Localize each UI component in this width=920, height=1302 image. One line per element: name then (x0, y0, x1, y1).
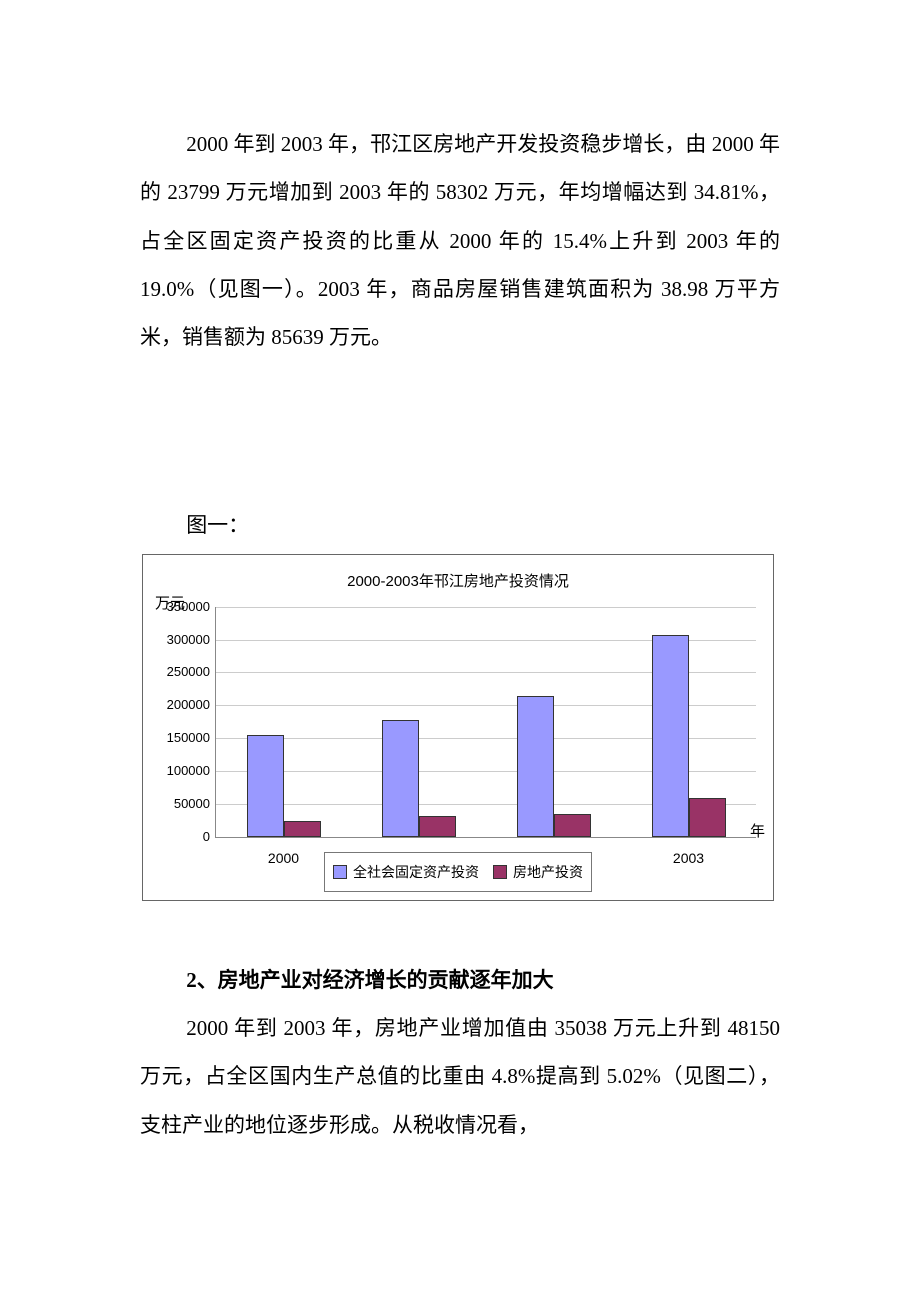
bar-2003-series-1 (689, 798, 726, 836)
paragraph-1: 2000 年到 2003 年，邗江区房地产开发投资稳步增长，由 2000 年的 … (140, 120, 780, 361)
bar-2001-series-0 (382, 720, 419, 837)
y-tick-label: 200000 (150, 690, 210, 720)
chart-legend: 全社会固定资产投资 房地产投资 (324, 852, 592, 892)
bar-2002-series-1 (554, 814, 591, 837)
legend-swatch-2 (493, 865, 507, 879)
legend-label-2: 房地产投资 (513, 856, 583, 888)
y-tick-label: 100000 (150, 756, 210, 786)
legend-swatch-1 (333, 865, 347, 879)
x-tick-label: 2000 (268, 842, 299, 874)
y-tick-label: 0 (150, 822, 210, 852)
y-tick-label: 350000 (150, 592, 210, 622)
section-heading-2: 2、房地产业对经济增长的贡献逐年加大 (140, 956, 780, 1004)
figure-1-label: 图一： (140, 501, 780, 549)
paragraph-2: 2000 年到 2003 年，房地产业增加值由 35038 万元上升到 4815… (140, 1004, 780, 1149)
y-tick-label: 300000 (150, 625, 210, 655)
x-tick-label: 2003 (673, 842, 704, 874)
y-tick-label: 250000 (150, 658, 210, 688)
chart-1: 2000-2003年邗江房地产投资情况 万元 05000010000015000… (142, 554, 774, 901)
x-axis-label: 年 (750, 815, 765, 850)
y-tick-label: 50000 (150, 789, 210, 819)
bar-2003-series-0 (652, 635, 689, 837)
bar-2001-series-1 (419, 816, 456, 836)
chart-title: 2000-2003年邗江房地产投资情况 (143, 565, 773, 600)
chart-plot-area: 0500001000001500002000002500003000003500… (215, 607, 756, 838)
gridline (216, 607, 756, 608)
bar-2002-series-0 (517, 696, 554, 837)
legend-label-1: 全社会固定资产投资 (353, 856, 479, 888)
y-tick-label: 150000 (150, 723, 210, 753)
bar-2000-series-1 (284, 821, 321, 837)
bar-2000-series-0 (247, 735, 284, 837)
